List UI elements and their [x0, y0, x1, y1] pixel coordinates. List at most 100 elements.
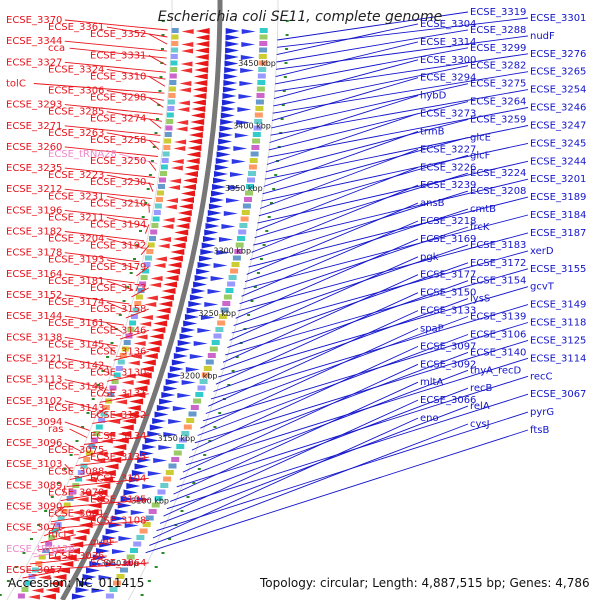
gene-leader-line-right: [202, 322, 529, 422]
reverse-gene-arrow: [161, 288, 176, 294]
gene-label-right: ECSE_3125: [530, 335, 586, 346]
forward-gene-arrow: [209, 197, 224, 203]
cds-category-block: [213, 333, 222, 339]
cds-category-block: [146, 249, 154, 254]
reverse-gene-arrow: [164, 204, 177, 210]
cds-category-block: [245, 190, 253, 196]
gene-leader-line-left: [148, 97, 164, 108]
cds-category-block: [254, 112, 263, 118]
gene-label-right: ECSE_3177: [420, 270, 476, 281]
forward-gene-arrow: [231, 159, 246, 164]
gene-leader-line-right: [243, 214, 529, 290]
gene-leader-line-left: [106, 216, 147, 228]
guide-dot: [156, 118, 159, 120]
gene-label-left: ECSE_3210: [90, 198, 146, 209]
guide-dot: [69, 454, 73, 456]
cds-category-block: [244, 197, 252, 202]
gene-label-left: ECSE_3173: [90, 283, 146, 294]
reverse-gene-arrow: [129, 398, 144, 405]
forward-gene-arrow: [236, 120, 251, 125]
cds-category-block: [57, 515, 65, 521]
cds-category-block: [165, 470, 174, 475]
guide-dot: [154, 132, 158, 134]
reverse-gene-arrow: [81, 515, 96, 522]
gene-leader-line-left: [99, 393, 149, 403]
gene-leader-line-left: [64, 463, 74, 473]
gene-label-right: mltA: [420, 377, 443, 388]
gene-leader-line-right: [200, 328, 419, 429]
gene-label-left: ECSE_3158: [90, 304, 146, 315]
forward-gene-arrow: [196, 268, 211, 275]
gene-leader-line-left: [148, 33, 168, 45]
cds-category-block: [127, 327, 135, 332]
cds-category-block: [126, 554, 135, 560]
gene-label-right: ECSE_3118: [530, 318, 586, 329]
forward-gene-arrow: [102, 535, 117, 541]
reverse-gene-arrow: [49, 580, 64, 587]
guide-dot: [282, 90, 286, 92]
forward-gene-arrow: [114, 509, 129, 515]
forward-gene-arrow: [218, 138, 233, 145]
reverse-gene-arrow: [179, 197, 194, 203]
gene-leader-line-right: [263, 130, 419, 187]
gene-label-left: ECSE_3132: [90, 410, 146, 421]
forward-gene-arrow: [207, 289, 222, 294]
gene-label-right: ECSE_3319: [470, 7, 526, 18]
gene-leader-line-left: [64, 252, 140, 263]
forward-gene-arrow: [149, 424, 164, 431]
guide-dot: [284, 62, 288, 64]
cds-category-block: [54, 522, 62, 527]
guide-dot: [57, 482, 61, 484]
forward-gene-arrow: [177, 340, 192, 346]
gene-leader-line-left: [64, 209, 149, 221]
cds-category-block: [231, 262, 240, 267]
gene-leader-line-right: [246, 202, 419, 275]
reverse-gene-arrow: [181, 29, 194, 34]
cds-category-block: [151, 223, 159, 228]
cds-category-block: [183, 424, 192, 430]
forward-gene-arrow: [225, 47, 240, 54]
guide-dot: [161, 34, 165, 36]
gene-leader-line-left: [64, 19, 168, 31]
gene-label-right: ECSE_3139: [470, 312, 526, 323]
reverse-gene-arrow: [157, 243, 170, 249]
gene-leader-line-left: [106, 280, 134, 291]
gene-leader-line-left: [64, 104, 163, 115]
gene-label-right: ftsB: [530, 425, 549, 436]
forward-gene-arrow: [206, 216, 221, 223]
forward-gene-arrow: [225, 28, 240, 34]
cds-category-block: [85, 450, 93, 456]
cds-category-block: [95, 424, 103, 430]
reverse-gene-arrow: [172, 236, 187, 242]
gene-label-left: ECSE_3130: [90, 368, 146, 379]
cds-category-block: [130, 548, 138, 553]
forward-gene-arrow: [179, 333, 194, 340]
cds-category-block: [259, 47, 268, 53]
gene-label-right: cysJ: [470, 419, 490, 430]
guide-dot: [213, 426, 217, 428]
gene-leader-line-right: [268, 101, 469, 151]
gene-leader-line-left: [136, 266, 150, 277]
cds-category-block: [247, 177, 255, 183]
cds-category-block: [134, 301, 142, 306]
gene-leader-line-left: [106, 111, 163, 122]
gene-leader-line-left: [106, 344, 117, 354]
gene-leader-line-left: [106, 68, 166, 80]
gene-label-right: ECSE_3149: [530, 300, 586, 311]
gene-label-left: ECSE_3121: [6, 354, 62, 365]
cds-category-block: [171, 47, 179, 53]
reverse-gene-arrow: [188, 138, 203, 145]
guide-dot: [81, 426, 85, 428]
reverse-gene-arrow: [38, 575, 51, 580]
gene-label-left: ECSE_3181: [48, 276, 104, 287]
reverse-gene-arrow: [141, 359, 156, 366]
cds-category-block: [157, 489, 166, 495]
forward-gene-arrow: [189, 294, 204, 301]
forward-gene-arrow: [173, 353, 188, 359]
gene-leader-line-left: [92, 414, 149, 424]
gene-leader-line-right: [218, 286, 529, 378]
guide-dot: [148, 174, 152, 176]
gene-label-left: ECSE_3193: [48, 255, 104, 266]
gene-label-left: cca: [48, 43, 65, 54]
gene-leader-line-right: [229, 256, 419, 341]
